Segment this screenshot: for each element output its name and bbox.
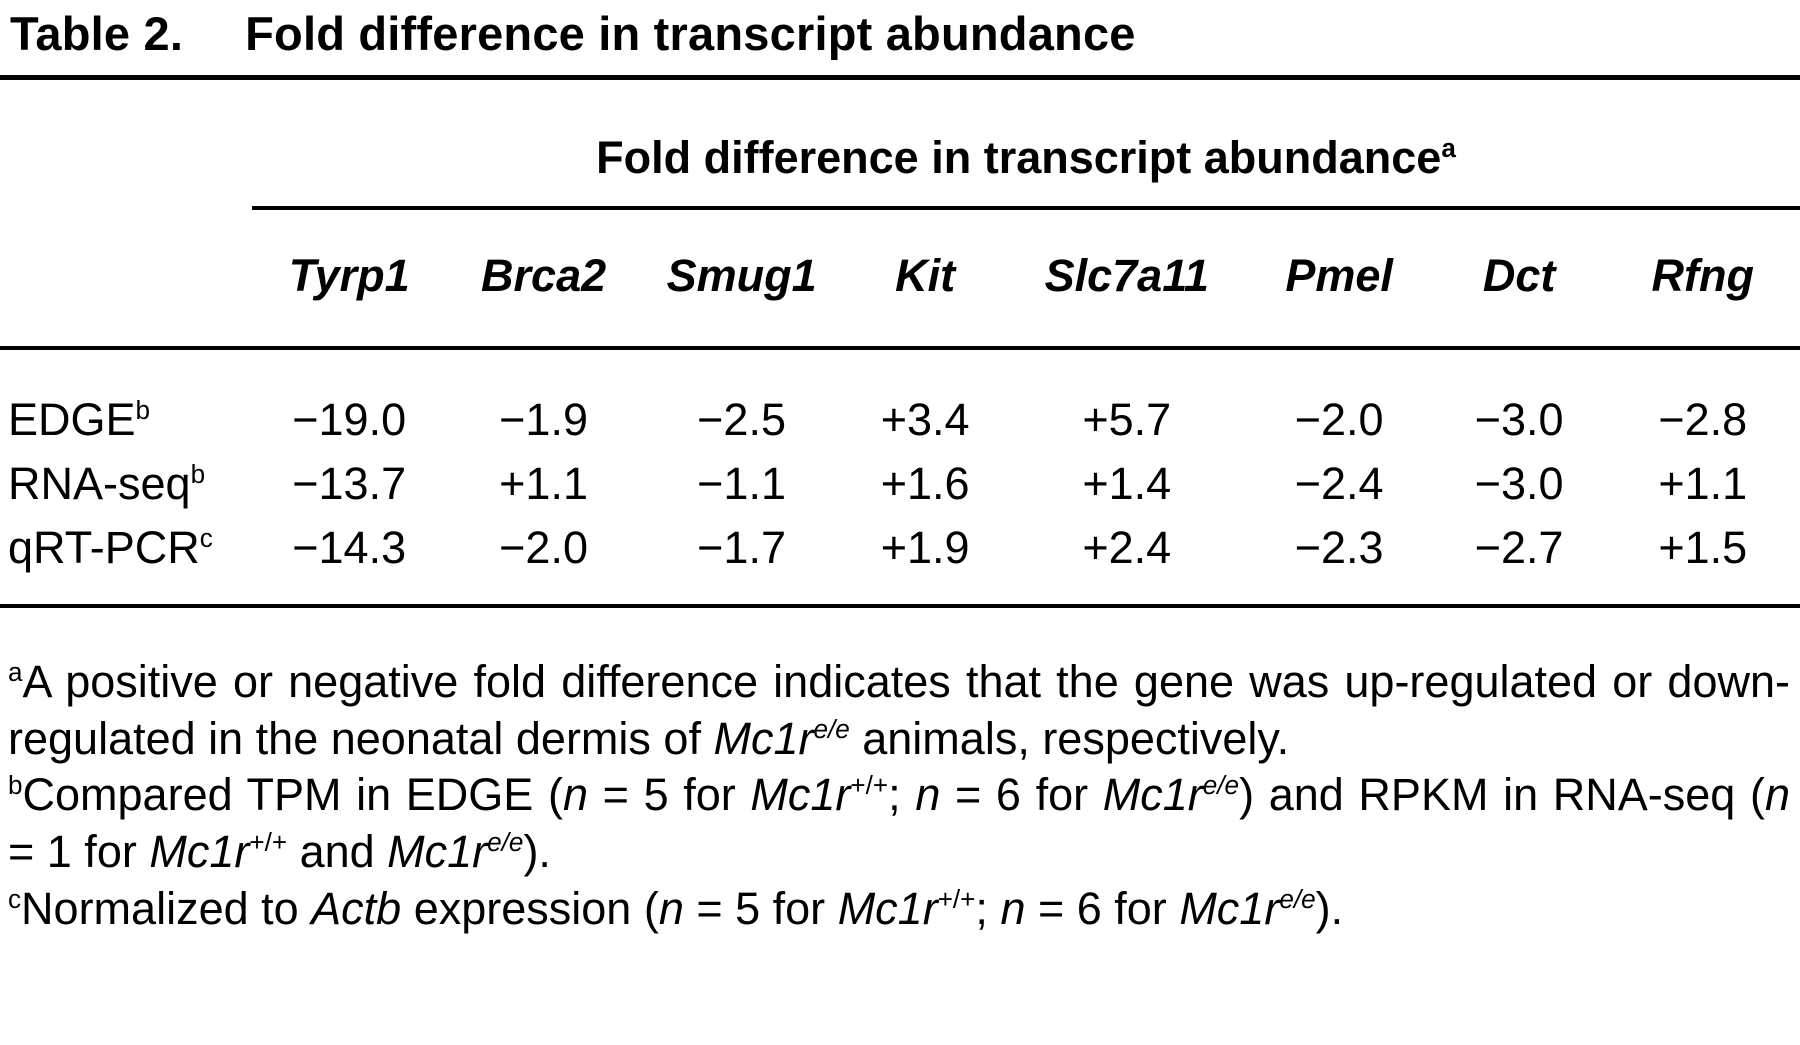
spanning-header: Fold difference in transcript abundancea: [252, 80, 1800, 210]
row-label-text: RNA-seq: [8, 458, 191, 509]
footnote-c: cNormalized to Actb expression (n = 5 fo…: [8, 882, 1344, 934]
table-cell: −2.4: [1294, 458, 1384, 509]
table-cell: −2.5: [697, 394, 786, 445]
table-cell: +1.9: [842, 516, 1008, 608]
footnote-marker-a: a: [1441, 133, 1456, 163]
column-header-row: Tyrp1 Brca2 Smug1 Kit Slc7a11 Pmel Dct R…: [0, 208, 1800, 350]
table-cell: −2.7: [1432, 516, 1606, 608]
footnote-marker-b: b: [135, 395, 151, 425]
footnote-marker-c: c: [199, 523, 213, 553]
table-cell: −3.0: [1474, 458, 1564, 509]
table-cell: −1.7: [640, 516, 843, 608]
row-label-text: qRT-PCR: [8, 522, 200, 573]
title-rule: [0, 75, 1800, 80]
table-cell: −2.8: [1658, 394, 1748, 445]
table-cell: −1.1: [697, 458, 786, 509]
footnote-marker-b: b: [190, 459, 206, 489]
table-cell: +1.5: [1605, 516, 1800, 608]
row-label-qrt-pcr: qRT-PCRc: [0, 516, 252, 608]
column-header-kit: Kit: [842, 208, 1008, 350]
table-cell: −2.3: [1245, 516, 1433, 608]
table-cell: +1.1: [1658, 458, 1748, 509]
table-row-qrt-pcr: qRT-PCRc −14.3 −2.0 −1.7 +1.9 +2.4 −2.3 …: [0, 516, 1800, 608]
table-cell: +1.1: [499, 458, 588, 509]
data-table: Fold difference in transcript abundancea…: [0, 80, 1800, 608]
column-header-pmel: Pmel: [1245, 208, 1433, 350]
column-header-brca2: Brca2: [446, 208, 641, 350]
table-cell: −14.3: [252, 516, 447, 608]
row-label-edge: EDGEb: [0, 348, 252, 452]
table-cell: +1.4: [1082, 458, 1172, 509]
table-caption: Fold difference in transcript abundance: [245, 7, 1136, 60]
table-cell: +5.7: [1082, 394, 1172, 445]
table-number: Table 2.: [10, 7, 184, 60]
spanning-header-row: Fold difference in transcript abundancea: [0, 80, 1800, 210]
spanning-header-text: Fold difference in transcript abundance: [596, 132, 1442, 183]
row-label-rna-seq: RNA-seqb: [0, 452, 252, 516]
footnotes: aA positive or negative fold difference …: [8, 654, 1792, 937]
column-header-smug1: Smug1: [640, 208, 843, 350]
corner-cell: [0, 80, 252, 208]
corner-cell: [0, 208, 252, 350]
table-cell: +3.4: [880, 394, 970, 445]
column-header-slc7a11: Slc7a11: [1007, 208, 1246, 350]
table-cell: −2.0: [446, 516, 641, 608]
row-label-text: EDGE: [8, 394, 136, 445]
table-row-rna-seq: RNA-seqb −13.7 +1.1 −1.1 +1.6 +1.4 −2.4 …: [0, 452, 1800, 516]
footnote-a: aA positive or negative fold difference …: [8, 656, 1790, 764]
table-title: Table 2. Fold difference in transcript ab…: [8, 4, 1792, 75]
column-header-rfng: Rfng: [1605, 208, 1800, 350]
table-cell: +1.6: [880, 458, 970, 509]
table-cell: −1.9: [499, 394, 588, 445]
footnote-b: bCompared TPM in EDGE (n = 5 for Mc1r+/+…: [8, 769, 1790, 878]
table-cell: −13.7: [292, 458, 407, 509]
column-header-tyrp1: Tyrp1: [252, 208, 447, 350]
column-header-dct: Dct: [1432, 208, 1606, 350]
table-row-edge: EDGEb −19.0 −1.9 −2.5 +3.4 +5.7 −2.0 −3.…: [0, 348, 1800, 452]
table-cell: −19.0: [292, 394, 407, 445]
table-cell: −2.0: [1294, 394, 1384, 445]
table-cell: −3.0: [1474, 394, 1564, 445]
table-cell: +2.4: [1007, 516, 1246, 608]
